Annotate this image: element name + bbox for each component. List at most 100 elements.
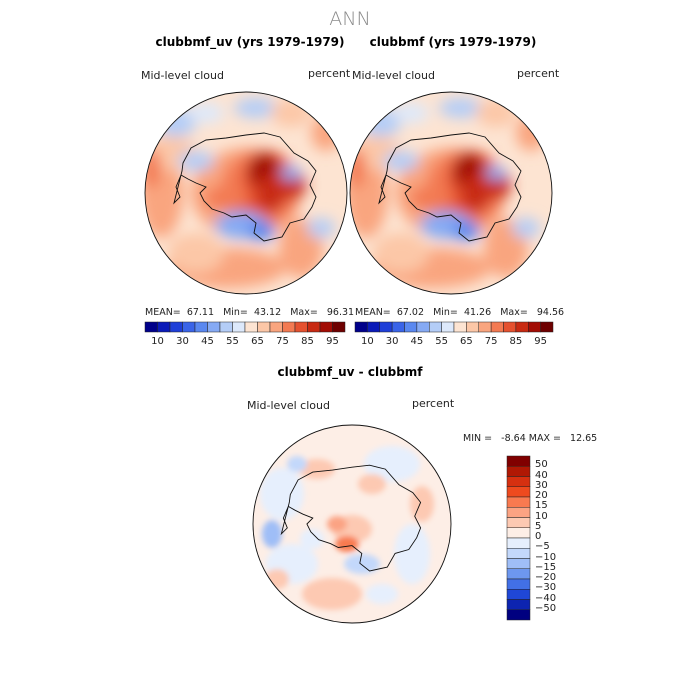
colorbar-1-swatch-13 <box>307 321 321 333</box>
colorbar-2-swatch-11 <box>490 321 504 333</box>
figure-title: ANN <box>329 8 371 30</box>
panel-1-field-smooth <box>145 98 341 288</box>
colorbar-1-swatch-14 <box>319 321 333 333</box>
panel-2-map <box>350 92 552 294</box>
panel-1-contour-region-5 <box>311 115 341 151</box>
colorbar-1-tick-label: 85 <box>301 336 314 347</box>
colorbar-diff-swatch-2 <box>506 476 531 487</box>
panel-1-min-value: 43.12 <box>253 307 282 318</box>
panel-1-map-border <box>144 91 348 295</box>
panel-1-max-value: 96.31 <box>326 307 355 318</box>
panel-2-contour-region-18 <box>462 173 490 213</box>
colorbar-diff-swatch-12 <box>506 578 531 590</box>
colorbar-diff-swatch-5 <box>506 507 531 518</box>
panel-3-contour-region-4 <box>394 524 430 584</box>
colorbar-diff-swatch-3 <box>506 486 531 498</box>
panel-1-contour-region-17 <box>204 186 248 210</box>
colorbar-diff-swatch-6 <box>506 517 531 528</box>
panel-1-coastline <box>173 132 317 242</box>
panel-2-contour-region-5 <box>516 115 546 151</box>
panel-3-field-smooth <box>260 446 434 610</box>
panel-2-map-border <box>349 91 553 295</box>
colorbar-1-swatch-8 <box>244 321 258 333</box>
panel-3-contour-region-6 <box>299 459 335 479</box>
panel-1-units-label: percent <box>308 67 351 80</box>
panel-1-contour-region-22 <box>178 151 214 171</box>
colorbar-2-swatch-9 <box>466 321 479 333</box>
colorbar-1-tick-label: 45 <box>201 336 214 347</box>
panel-2-units-label: percent <box>517 67 560 80</box>
panel-1-stats: MEAN= 67.11 Min= 43.12 Max= 96.31 <box>145 307 354 318</box>
colorbar-diff-swatch-15 <box>506 609 531 621</box>
panel-3-max-value: 12.65 <box>570 433 598 444</box>
panel-3-contour-region-13 <box>265 569 289 589</box>
colorbar-diff-swatch-0 <box>506 455 531 467</box>
panel-1-left-label: Mid-level cloud <box>141 69 224 82</box>
panel-1-max-label: Max= <box>290 307 318 318</box>
colorbar-diff-tick-label: −50 <box>535 602 557 614</box>
panel-3-contour-region-14 <box>344 554 380 574</box>
colorbar-diff-tick-label: −10 <box>535 551 557 563</box>
colorbar-diff-swatch-14 <box>506 599 531 610</box>
panel-2-min-label: Min= <box>433 307 458 318</box>
colorbar-2-tick-label: 30 <box>385 336 399 347</box>
colorbar-2-swatch-0 <box>354 321 368 333</box>
colorbar-diff-tick-label: 0 <box>535 531 542 542</box>
panel-3-map <box>253 425 451 623</box>
colorbar-2-swatch-4 <box>404 321 418 333</box>
panel-3-contour-region-0 <box>260 468 304 520</box>
colorbar-2-swatch-14 <box>528 321 541 333</box>
colorbar-diff-swatch-11 <box>506 568 531 580</box>
panel-2-field-smooth <box>350 98 546 288</box>
colorbar-1-swatch-1 <box>157 321 171 333</box>
panel-3-minmax: MIN = -8.64 MAX = 12.65 <box>463 433 597 444</box>
panel-2-coastline <box>378 132 522 242</box>
panel-3-contour-region-2 <box>364 446 420 482</box>
colorbar-2-tick-label: 10 <box>361 336 374 347</box>
colorbar-2-swatch-3 <box>391 321 405 333</box>
colorbar-2-tick-label: 85 <box>509 336 523 347</box>
panel-2-left-label: Mid-level cloud <box>352 69 435 82</box>
panel-3-contour-region-15 <box>287 456 307 472</box>
colorbar-2-tick-label: 75 <box>484 336 498 347</box>
panel-3-left-label: Mid-level cloud <box>247 399 330 412</box>
colorbar-1-swatch-9 <box>257 321 271 333</box>
panel-3-contour-region-9 <box>327 516 347 532</box>
colorbar-2-swatch-7 <box>441 321 455 333</box>
colorbar-diff-swatch-4 <box>506 496 531 508</box>
panel-2-contour-region-9 <box>512 218 540 238</box>
colorbar-2-tick-label: 95 <box>534 336 547 347</box>
colorbar-diff-swatch-1 <box>506 466 531 477</box>
panel-2-mean-label: MEAN= <box>355 307 391 318</box>
colorbar-1-tick-label: 10 <box>151 336 164 347</box>
colorbar-1-tick-label: 65 <box>251 336 264 347</box>
colorbar-diff-swatch-8 <box>506 537 531 549</box>
colorbar-diff-tick-label: 30 <box>535 479 548 491</box>
panel-1-title: clubbmf_uv (yrs 1979-1979) <box>155 35 345 49</box>
colorbar-2-swatch-5 <box>416 321 430 333</box>
panel-3-min-label: MIN = <box>463 433 493 444</box>
panel-3-contour-region-3 <box>302 578 362 610</box>
colorbar-diff-tick-label: 40 <box>535 469 548 481</box>
panel-2-stats: MEAN= 67.02 Min= 41.26 Max= 94.56 <box>355 307 564 318</box>
colorbar-2-swatch-13 <box>515 321 529 333</box>
panel-1-mean-value: 67.11 <box>186 307 215 318</box>
colorbar-diff-tick-label: −5 <box>535 541 550 553</box>
colorbar-1-swatch-5 <box>207 321 221 333</box>
colorbar-2-tick-label: 65 <box>460 336 473 347</box>
colorbar-diff-tick-label: 50 <box>535 459 548 471</box>
panel-3-contour-region-12 <box>366 584 398 604</box>
panel-2-title: clubbmf (yrs 1979-1979) <box>369 35 537 49</box>
colorbar-1-swatch-0 <box>144 321 158 333</box>
colorbar-1-swatch-15 <box>332 321 346 333</box>
colorbar-1-swatch-3 <box>182 321 196 333</box>
panel-1-contour-region-8 <box>188 103 224 123</box>
panel-1-contour-region-23 <box>281 166 301 180</box>
colorbar-2-swatch-1 <box>367 321 380 333</box>
colorbar-diff-tick-label: 5 <box>535 520 542 532</box>
panel-2-contour-region-17 <box>409 186 453 210</box>
panel-2-contour-region-22 <box>383 151 419 171</box>
colorbar-diff-swatch-9 <box>506 548 531 559</box>
panel-3-title: clubbmf_uv - clubbmf <box>277 365 423 379</box>
